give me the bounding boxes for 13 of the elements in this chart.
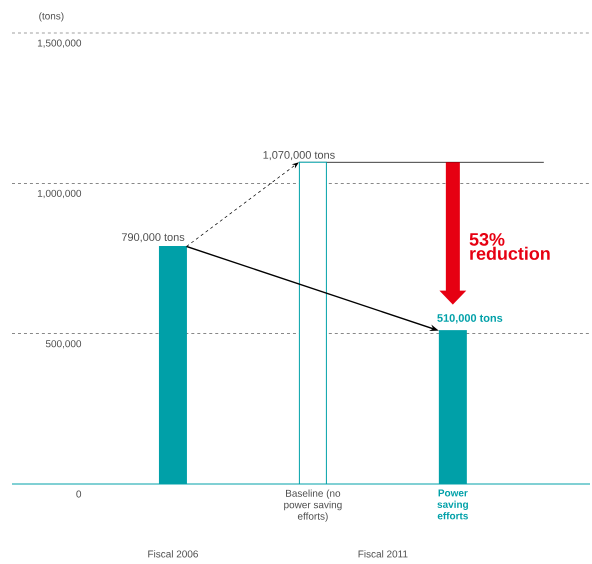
data-label: 1,070,000 tons bbox=[263, 151, 335, 160]
data-label: 790,000 tons bbox=[122, 233, 184, 242]
y-axis-title: (tons) bbox=[39, 12, 64, 22]
x-tick-label: Power saving efforts bbox=[437, 490, 468, 520]
data-label: 510,000 tons bbox=[437, 314, 502, 324]
text: Fiscal 2006 bbox=[148, 550, 198, 558]
y-tick-label: 0 bbox=[76, 490, 82, 498]
y-tick-label: 1,000,000 bbox=[38, 190, 82, 198]
y-tick-label: 1,500,000 bbox=[38, 40, 82, 48]
annotation: 53% reduction bbox=[470, 233, 550, 260]
x-tick-label: Baseline (no power saving efforts) bbox=[284, 490, 342, 522]
y-tick-label: 500,000 bbox=[46, 340, 82, 348]
text: Fiscal 2011 bbox=[358, 550, 408, 558]
